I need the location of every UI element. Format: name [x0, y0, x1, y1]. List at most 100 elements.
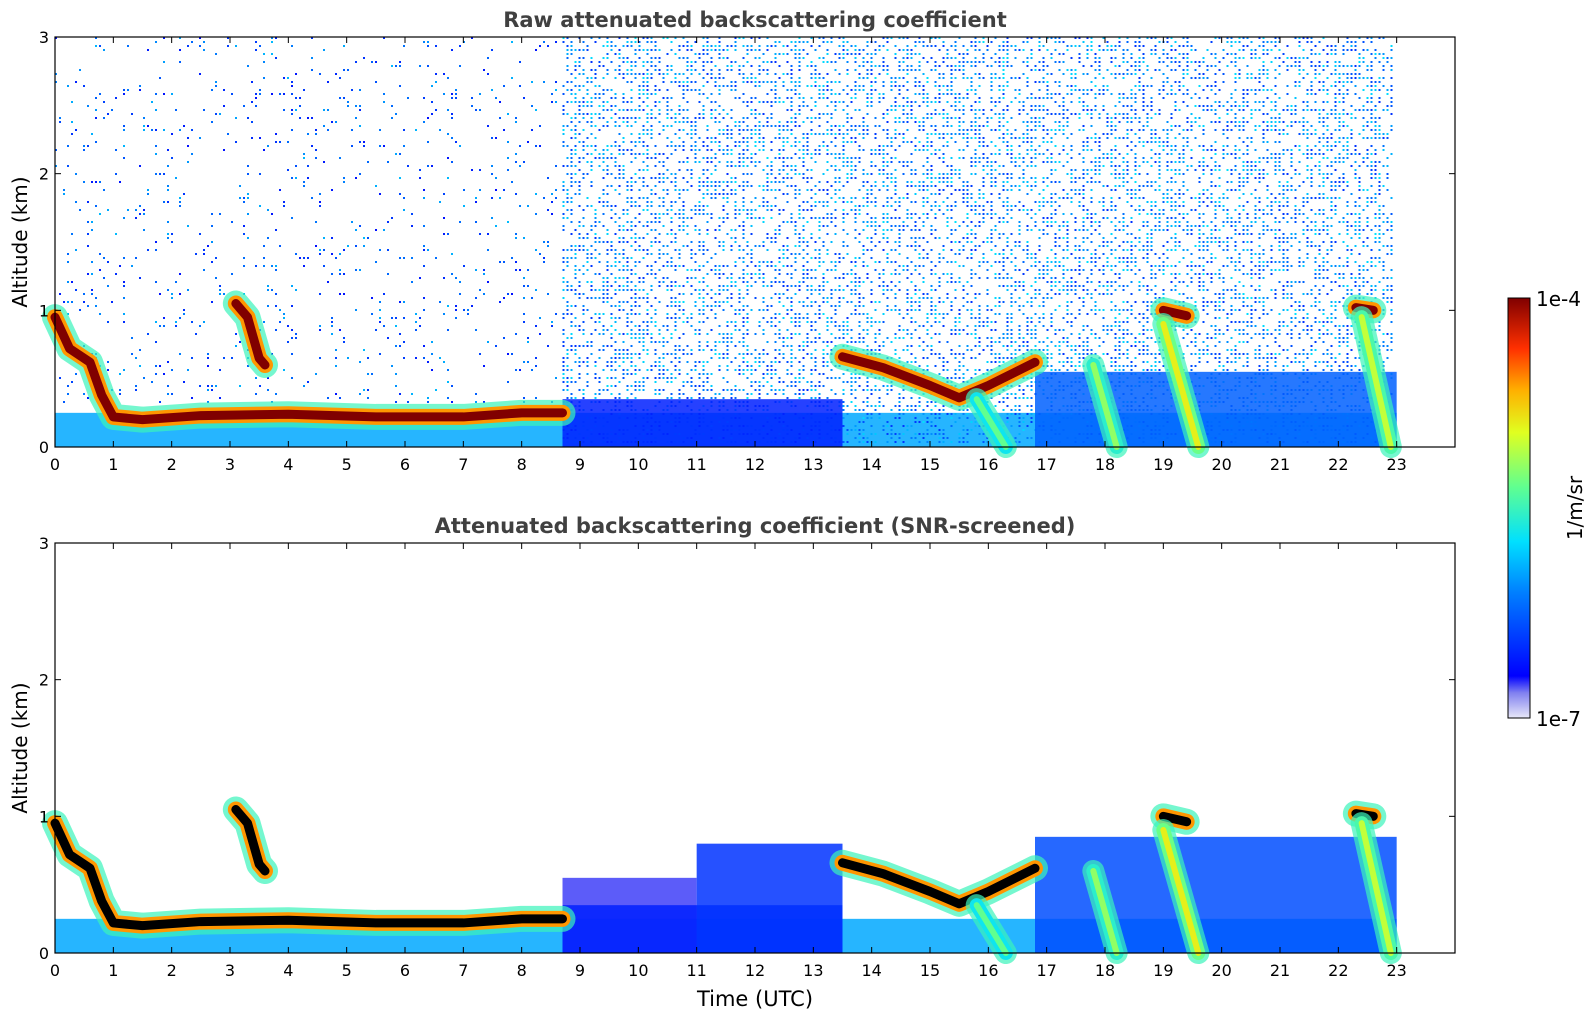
- noise-cell: [622, 73, 625, 75]
- noise-cell: [814, 81, 817, 83]
- noise-cell: [622, 373, 625, 375]
- noise-cell: [594, 329, 597, 331]
- noise-cell: [742, 297, 745, 299]
- noise-cell: [331, 273, 333, 275]
- noise-cell: [754, 97, 757, 99]
- noise-cell: [267, 285, 269, 287]
- noise-cell: [758, 137, 761, 139]
- noise-cell: [742, 197, 745, 199]
- noise-cell: [878, 241, 881, 243]
- noise-cell: [798, 245, 801, 247]
- noise-cell: [814, 105, 817, 107]
- noise-cell: [383, 229, 385, 231]
- noise-cell: [602, 201, 605, 203]
- noise-cell: [850, 373, 853, 375]
- noise-cell: [159, 293, 161, 295]
- noise-cell: [894, 433, 897, 435]
- noise-cell: [674, 237, 677, 239]
- noise-cell: [447, 157, 449, 159]
- noise-cell: [802, 97, 805, 99]
- noise-cell: [67, 313, 69, 315]
- noise-cell: [854, 205, 857, 207]
- noise-cell: [634, 37, 637, 39]
- noise-cell: [702, 397, 705, 399]
- noise-cell: [515, 121, 517, 123]
- noise-cell: [578, 113, 581, 115]
- noise-cell: [311, 145, 313, 147]
- noise-cell: [734, 397, 737, 399]
- noise-cell: [566, 261, 569, 263]
- noise-cell: [790, 273, 793, 275]
- noise-cell: [874, 389, 877, 391]
- noise-cell: [870, 69, 873, 71]
- noise-cell: [798, 141, 801, 143]
- noise-cell: [574, 229, 577, 231]
- noise-cell: [818, 89, 821, 91]
- noise-cell: [263, 61, 265, 63]
- noise-cell: [283, 77, 285, 79]
- noise-cell: [814, 337, 817, 339]
- noise-cell: [746, 265, 749, 267]
- noise-cell: [267, 209, 269, 211]
- noise-cell: [710, 73, 713, 75]
- noise-cell: [722, 333, 725, 335]
- noise-cell: [203, 41, 205, 43]
- noise-cell: [774, 389, 777, 391]
- noise-cell: [738, 157, 741, 159]
- noise-cell: [487, 281, 489, 283]
- noise-cell: [698, 265, 701, 267]
- noise-cell: [846, 69, 849, 71]
- noise-cell: [774, 281, 777, 283]
- noise-cell: [806, 145, 809, 147]
- noise-cell: [622, 209, 625, 211]
- noise-cell: [187, 225, 189, 227]
- noise-cell: [586, 269, 589, 271]
- noise-cell: [630, 273, 633, 275]
- noise-cell: [734, 213, 737, 215]
- noise-cell: [902, 69, 905, 71]
- noise-cell: [714, 121, 717, 123]
- noise-cell: [754, 217, 757, 219]
- noise-cell: [766, 373, 769, 375]
- noise-cell: [391, 65, 393, 67]
- noise-cell: [838, 377, 841, 379]
- noise-cell: [642, 153, 645, 155]
- noise-cell: [427, 117, 429, 119]
- noise-cell: [111, 301, 113, 303]
- noise-cell: [822, 217, 825, 219]
- noise-cell: [674, 313, 677, 315]
- noise-cell: [511, 353, 513, 355]
- noise-cell: [902, 337, 905, 339]
- noise-cell: [211, 301, 213, 303]
- noise-cell: [862, 417, 865, 419]
- noise-cell: [874, 165, 877, 167]
- noise-cell: [706, 177, 709, 179]
- noise-cell: [802, 257, 805, 259]
- noise-cell: [83, 293, 85, 295]
- noise-cell: [802, 393, 805, 395]
- noise-cell: [870, 101, 873, 103]
- noise-cell: [782, 45, 785, 47]
- noise-cell: [870, 81, 873, 83]
- noise-cell: [63, 301, 65, 303]
- noise-cell: [642, 89, 645, 91]
- noise-cell: [622, 309, 625, 311]
- noise-cell: [670, 301, 673, 303]
- noise-cell: [698, 377, 701, 379]
- noise-cell: [271, 37, 273, 39]
- noise-cell: [598, 165, 601, 167]
- noise-cell: [746, 397, 749, 399]
- noise-cell: [826, 193, 829, 195]
- noise-cell: [722, 117, 725, 119]
- noise-cell: [826, 213, 829, 215]
- noise-cell: [187, 45, 189, 47]
- noise-cell: [650, 201, 653, 203]
- noise-cell: [910, 153, 913, 155]
- noise-cell: [590, 165, 593, 167]
- noise-cell: [455, 141, 457, 143]
- noise-cell: [850, 429, 853, 431]
- noise-cell: [738, 289, 741, 291]
- noise-cell: [854, 221, 857, 223]
- noise-cell: [862, 125, 865, 127]
- noise-cell: [790, 89, 793, 91]
